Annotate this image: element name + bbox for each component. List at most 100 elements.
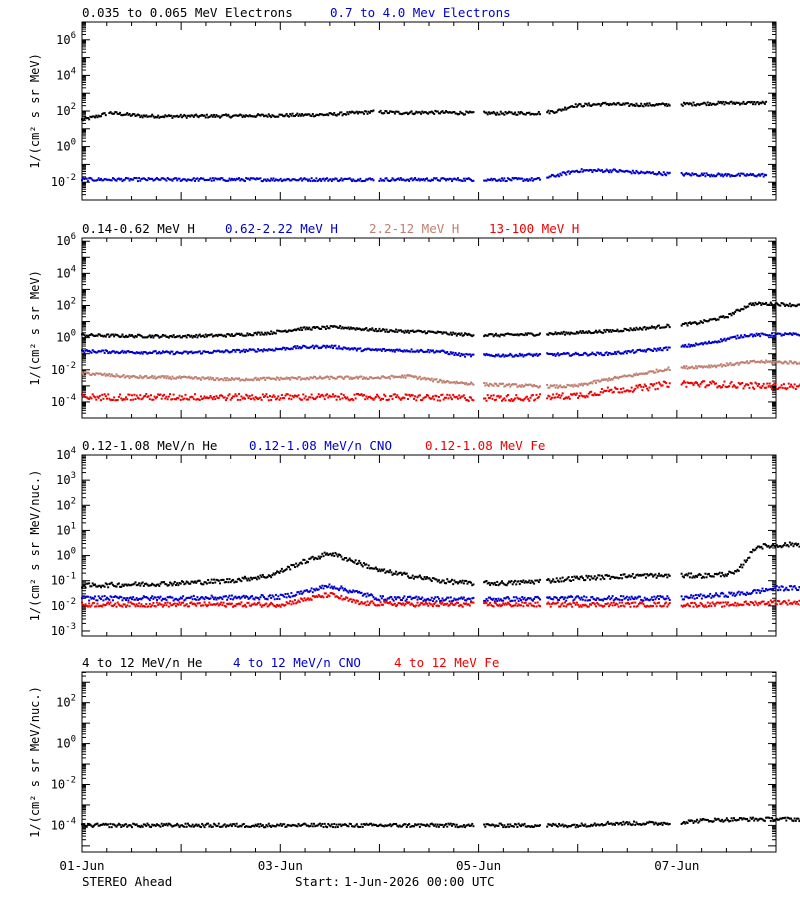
data-point (109, 582, 112, 585)
data-point (715, 366, 718, 369)
data-point (370, 567, 373, 570)
data-point (741, 382, 744, 385)
data-point (303, 345, 306, 348)
data-point (520, 580, 523, 583)
data-point (495, 583, 498, 586)
data-point (328, 112, 331, 115)
data-point (498, 382, 501, 385)
data-point (240, 378, 243, 381)
data-point (243, 575, 246, 578)
data-point (729, 175, 732, 178)
data-point (575, 392, 578, 395)
data-point (415, 110, 418, 113)
data-point (609, 352, 612, 355)
data-point (129, 350, 132, 353)
data-point (242, 379, 245, 382)
data-point (644, 385, 647, 388)
data-point (585, 169, 588, 172)
data-point (471, 584, 474, 587)
y-tick-label: 102 (56, 297, 76, 313)
data-point (186, 114, 189, 117)
y-tick-label: 104 (56, 66, 76, 82)
data-point (279, 347, 282, 350)
data-point (586, 383, 589, 386)
data-point (304, 178, 307, 181)
data-point (307, 113, 310, 116)
data-point (798, 334, 800, 337)
data-point (637, 348, 640, 351)
data-point (593, 379, 596, 382)
data-point (398, 375, 401, 378)
data-point (252, 177, 255, 180)
data-point (483, 335, 486, 338)
data-point (797, 385, 800, 388)
data-point (578, 331, 581, 334)
data-point (90, 397, 93, 400)
data-point (529, 179, 532, 182)
data-point (568, 172, 571, 175)
data-point (520, 398, 523, 401)
data-point (704, 572, 707, 575)
data-point (417, 394, 420, 397)
data-point (242, 334, 245, 337)
data-point (89, 115, 92, 118)
data-point (139, 394, 142, 397)
data-point (110, 112, 113, 115)
data-point (209, 115, 212, 118)
data-point (94, 179, 97, 182)
data-point (461, 395, 464, 398)
data-point (484, 179, 487, 182)
data-point (610, 377, 613, 380)
data-point (203, 377, 206, 380)
data-point (631, 104, 634, 107)
data-point (427, 377, 430, 380)
data-point (406, 373, 409, 376)
data-point (793, 360, 796, 363)
data-point (104, 374, 107, 377)
data-point (101, 334, 104, 337)
data-point (113, 375, 116, 378)
data-point (320, 113, 323, 116)
data-point (616, 387, 619, 390)
data-point (150, 376, 153, 379)
data-point (649, 348, 652, 351)
data-point (746, 173, 749, 176)
data-point (91, 115, 94, 118)
data-point (523, 384, 526, 387)
data-point (251, 177, 254, 180)
data-point (273, 349, 276, 352)
data-point (340, 111, 343, 114)
data-point (769, 301, 772, 304)
data-point (634, 329, 637, 332)
data-point (611, 169, 614, 172)
data-point (572, 105, 575, 108)
data-point (426, 576, 429, 579)
data-point (746, 383, 749, 386)
data-point (593, 103, 596, 106)
data-point (312, 558, 315, 561)
data-point (497, 385, 500, 388)
data-point (665, 346, 668, 349)
data-point (771, 388, 774, 391)
data-point (579, 576, 582, 579)
data-point (694, 381, 697, 384)
data-point (753, 549, 756, 552)
data-point (612, 329, 615, 332)
data-point (273, 332, 276, 335)
y-tick-label: 104 (56, 264, 76, 280)
data-point (259, 114, 262, 117)
data-point (86, 595, 89, 598)
data-point (722, 100, 725, 103)
data-point (227, 379, 230, 382)
data-point (766, 545, 769, 548)
data-point (717, 364, 720, 367)
data-point (170, 582, 173, 585)
data-point (379, 570, 382, 573)
data-point (749, 360, 752, 363)
data-point (292, 563, 295, 566)
data-point (599, 104, 602, 107)
legend-2-4: 13-100 MeV H (489, 221, 579, 236)
data-point (565, 386, 568, 389)
data-point (609, 102, 612, 105)
data-point (185, 116, 188, 119)
